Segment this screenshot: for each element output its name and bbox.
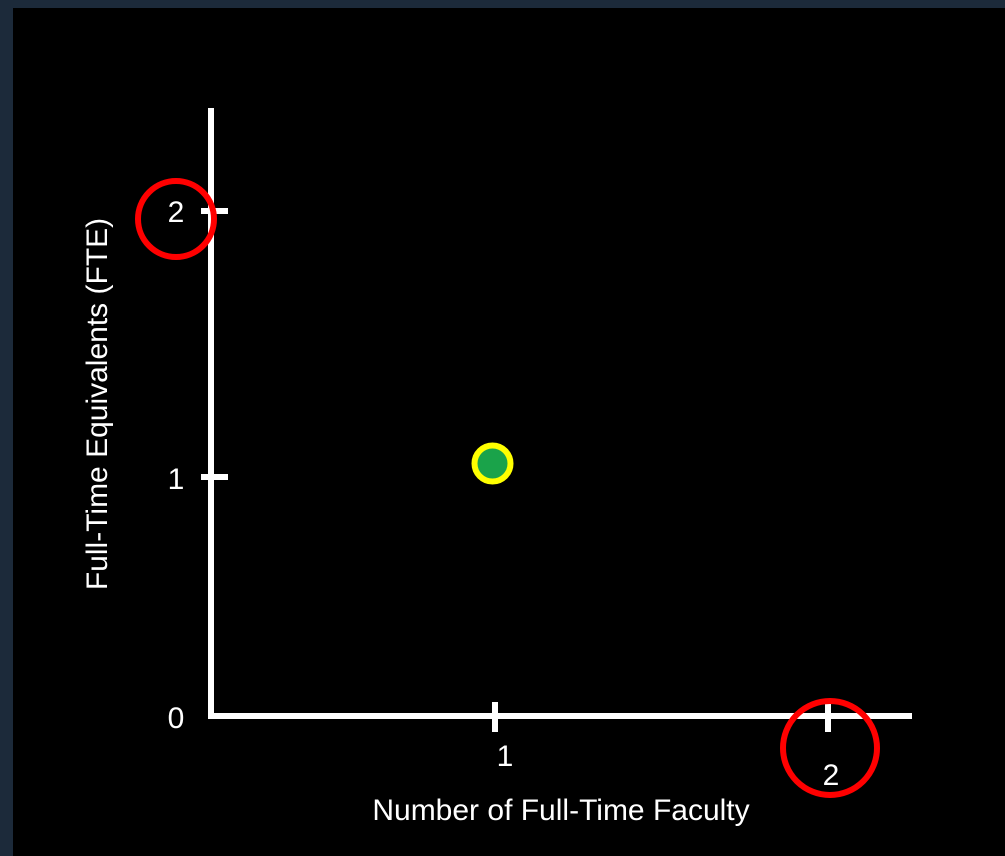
y-tick-label-1: 1 [168,463,185,496]
highlight-circle-x-2 [780,698,880,798]
x-axis-label: Number of Full-Time Faculty [372,794,749,827]
y-axis-label: Full-Time Equivalents (FTE) [81,218,114,590]
data-points [471,442,514,485]
x-tick-label-1: 1 [497,740,514,773]
y-tick-label-0: 0 [168,702,185,735]
x-tick-label-2: 2 [823,759,840,792]
highlight-circle-y-2 [135,178,217,260]
data-point [471,442,514,485]
y-tick-label-2: 2 [168,196,185,229]
